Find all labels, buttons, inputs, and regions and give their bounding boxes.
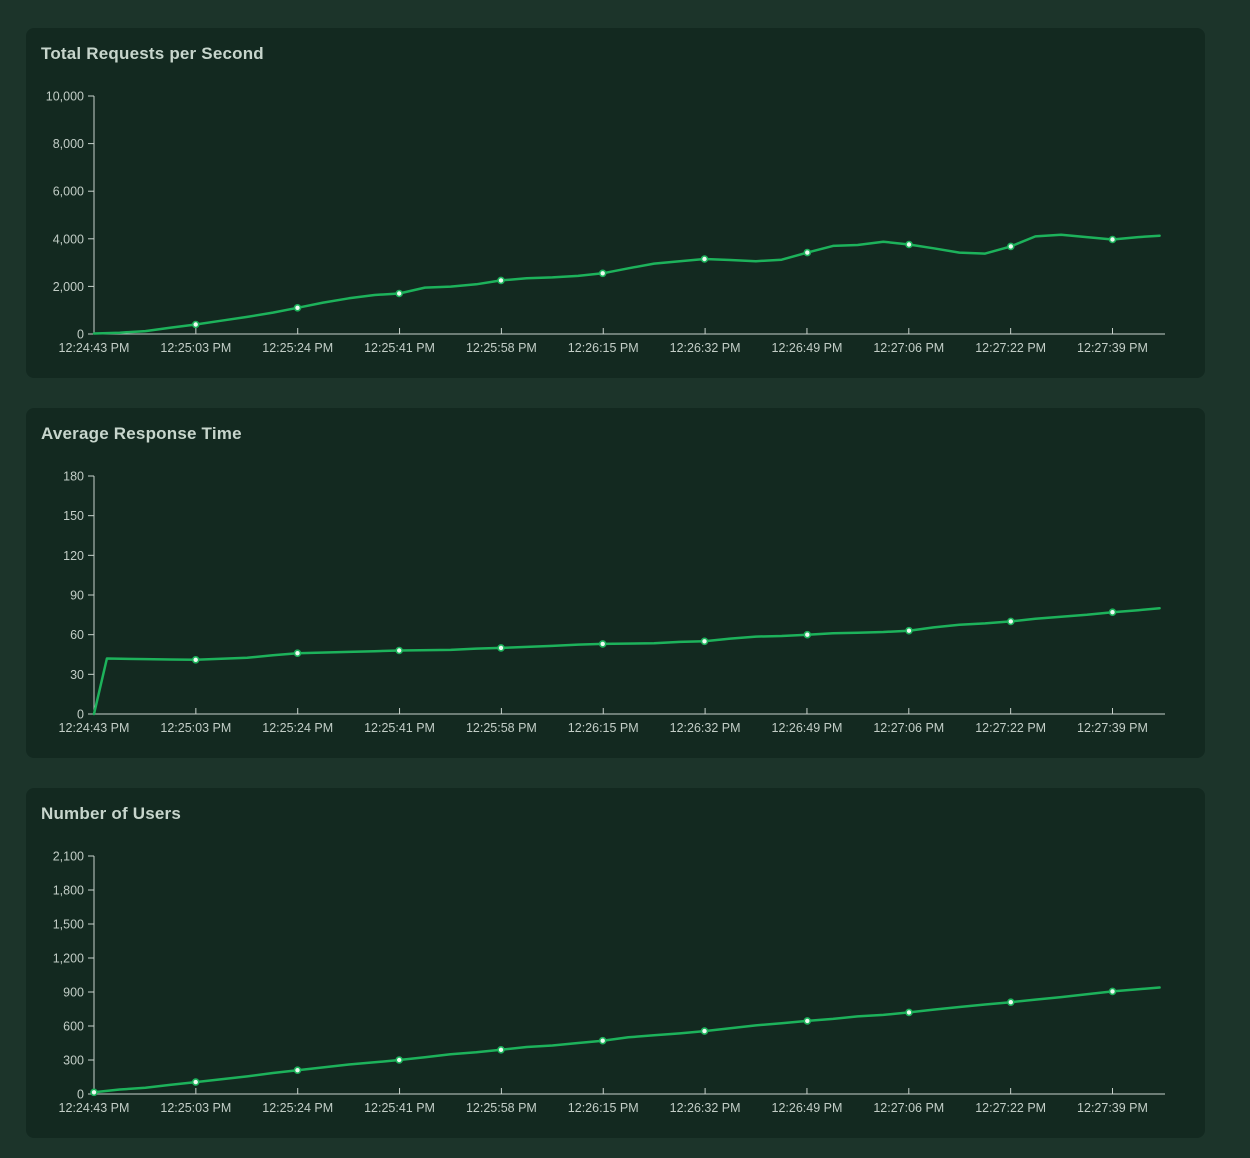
svg-text:12:27:39 PM: 12:27:39 PM xyxy=(1077,721,1148,735)
svg-text:12:26:15 PM: 12:26:15 PM xyxy=(568,721,639,735)
svg-text:0: 0 xyxy=(77,1088,84,1102)
svg-text:12:25:03 PM: 12:25:03 PM xyxy=(160,1101,231,1115)
svg-text:10,000: 10,000 xyxy=(46,90,84,104)
svg-text:12:26:32 PM: 12:26:32 PM xyxy=(670,1101,741,1115)
svg-text:12:25:41 PM: 12:25:41 PM xyxy=(364,721,435,735)
svg-text:12:26:32 PM: 12:26:32 PM xyxy=(670,341,741,355)
svg-text:600: 600 xyxy=(63,1020,84,1034)
svg-text:1,800: 1,800 xyxy=(53,884,84,898)
svg-text:6,000: 6,000 xyxy=(53,185,84,199)
svg-text:12:25:41 PM: 12:25:41 PM xyxy=(364,1101,435,1115)
svg-text:180: 180 xyxy=(63,470,84,484)
requests-per-second-card: Total Requests per Second 0 2,000 4,000 6,0… xyxy=(26,28,1205,378)
svg-text:12:26:49 PM: 12:26:49 PM xyxy=(772,1101,843,1115)
svg-text:30: 30 xyxy=(70,668,84,682)
svg-text:12:25:58 PM: 12:25:58 PM xyxy=(466,721,537,735)
svg-text:12:25:03 PM: 12:25:03 PM xyxy=(160,341,231,355)
svg-text:120: 120 xyxy=(63,549,84,563)
average-response-time-title: Average Response Time xyxy=(41,424,242,443)
svg-text:12:27:39 PM: 12:27:39 PM xyxy=(1077,341,1148,355)
svg-text:2,100: 2,100 xyxy=(53,850,84,864)
svg-text:12:26:15 PM: 12:26:15 PM xyxy=(568,1101,639,1115)
svg-text:12:26:49 PM: 12:26:49 PM xyxy=(772,721,843,735)
svg-text:12:27:06 PM: 12:27:06 PM xyxy=(873,1101,944,1115)
requests-per-second-chart[interactable]: 0 2,000 4,000 6,000 8,000 10,000 12:24:43 PM 12… xyxy=(26,86,1205,378)
svg-text:12:27:22 PM: 12:27:22 PM xyxy=(975,1101,1046,1115)
svg-text:2,000: 2,000 xyxy=(53,280,84,294)
svg-text:1,500: 1,500 xyxy=(53,918,84,932)
svg-text:12:27:22 PM: 12:27:22 PM xyxy=(975,341,1046,355)
svg-text:12:25:24 PM: 12:25:24 PM xyxy=(262,721,333,735)
requests-per-second-title: Total Requests per Second xyxy=(41,44,264,63)
svg-text:90: 90 xyxy=(70,589,84,603)
svg-text:8,000: 8,000 xyxy=(53,137,84,151)
svg-text:12:24:43 PM: 12:24:43 PM xyxy=(59,721,130,735)
svg-text:60: 60 xyxy=(70,628,84,642)
svg-text:12:27:39 PM: 12:27:39 PM xyxy=(1077,1101,1148,1115)
svg-text:1,200: 1,200 xyxy=(53,952,84,966)
average-response-time-chart[interactable]: 0 30 60 90 120 150 180 12:24:43 PM 12:25:03 PM 12… xyxy=(26,466,1205,758)
svg-text:12:25:58 PM: 12:25:58 PM xyxy=(466,341,537,355)
svg-text:4,000: 4,000 xyxy=(53,232,84,246)
number-of-users-title: Number of Users xyxy=(41,804,181,823)
svg-text:900: 900 xyxy=(63,986,84,1000)
svg-text:12:25:24 PM: 12:25:24 PM xyxy=(262,341,333,355)
svg-text:12:26:15 PM: 12:26:15 PM xyxy=(568,341,639,355)
svg-text:12:25:24 PM: 12:25:24 PM xyxy=(262,1101,333,1115)
svg-text:300: 300 xyxy=(63,1054,84,1068)
svg-text:12:25:58 PM: 12:25:58 PM xyxy=(466,1101,537,1115)
svg-text:12:26:32 PM: 12:26:32 PM xyxy=(670,721,741,735)
svg-text:12:27:22 PM: 12:27:22 PM xyxy=(975,721,1046,735)
svg-text:12:26:49 PM: 12:26:49 PM xyxy=(772,341,843,355)
svg-text:0: 0 xyxy=(77,328,84,342)
svg-text:0: 0 xyxy=(77,708,84,722)
number-of-users-chart[interactable]: 0 300 600 900 1,200 1,500 1,800 2,100 12:24:43 P… xyxy=(26,846,1205,1138)
svg-text:12:25:03 PM: 12:25:03 PM xyxy=(160,721,231,735)
svg-text:150: 150 xyxy=(63,509,84,523)
svg-text:12:24:43 PM: 12:24:43 PM xyxy=(59,1101,130,1115)
svg-text:12:27:06 PM: 12:27:06 PM xyxy=(873,341,944,355)
svg-text:12:24:43 PM: 12:24:43 PM xyxy=(59,341,130,355)
svg-text:12:27:06 PM: 12:27:06 PM xyxy=(873,721,944,735)
average-response-time-card: Average Response Time 0 30 60 90 120 150 180 12… xyxy=(26,408,1205,758)
svg-text:12:25:41 PM: 12:25:41 PM xyxy=(364,341,435,355)
number-of-users-card: Number of Users 0 300 600 900 1,200 1,500 1,80… xyxy=(26,788,1205,1138)
